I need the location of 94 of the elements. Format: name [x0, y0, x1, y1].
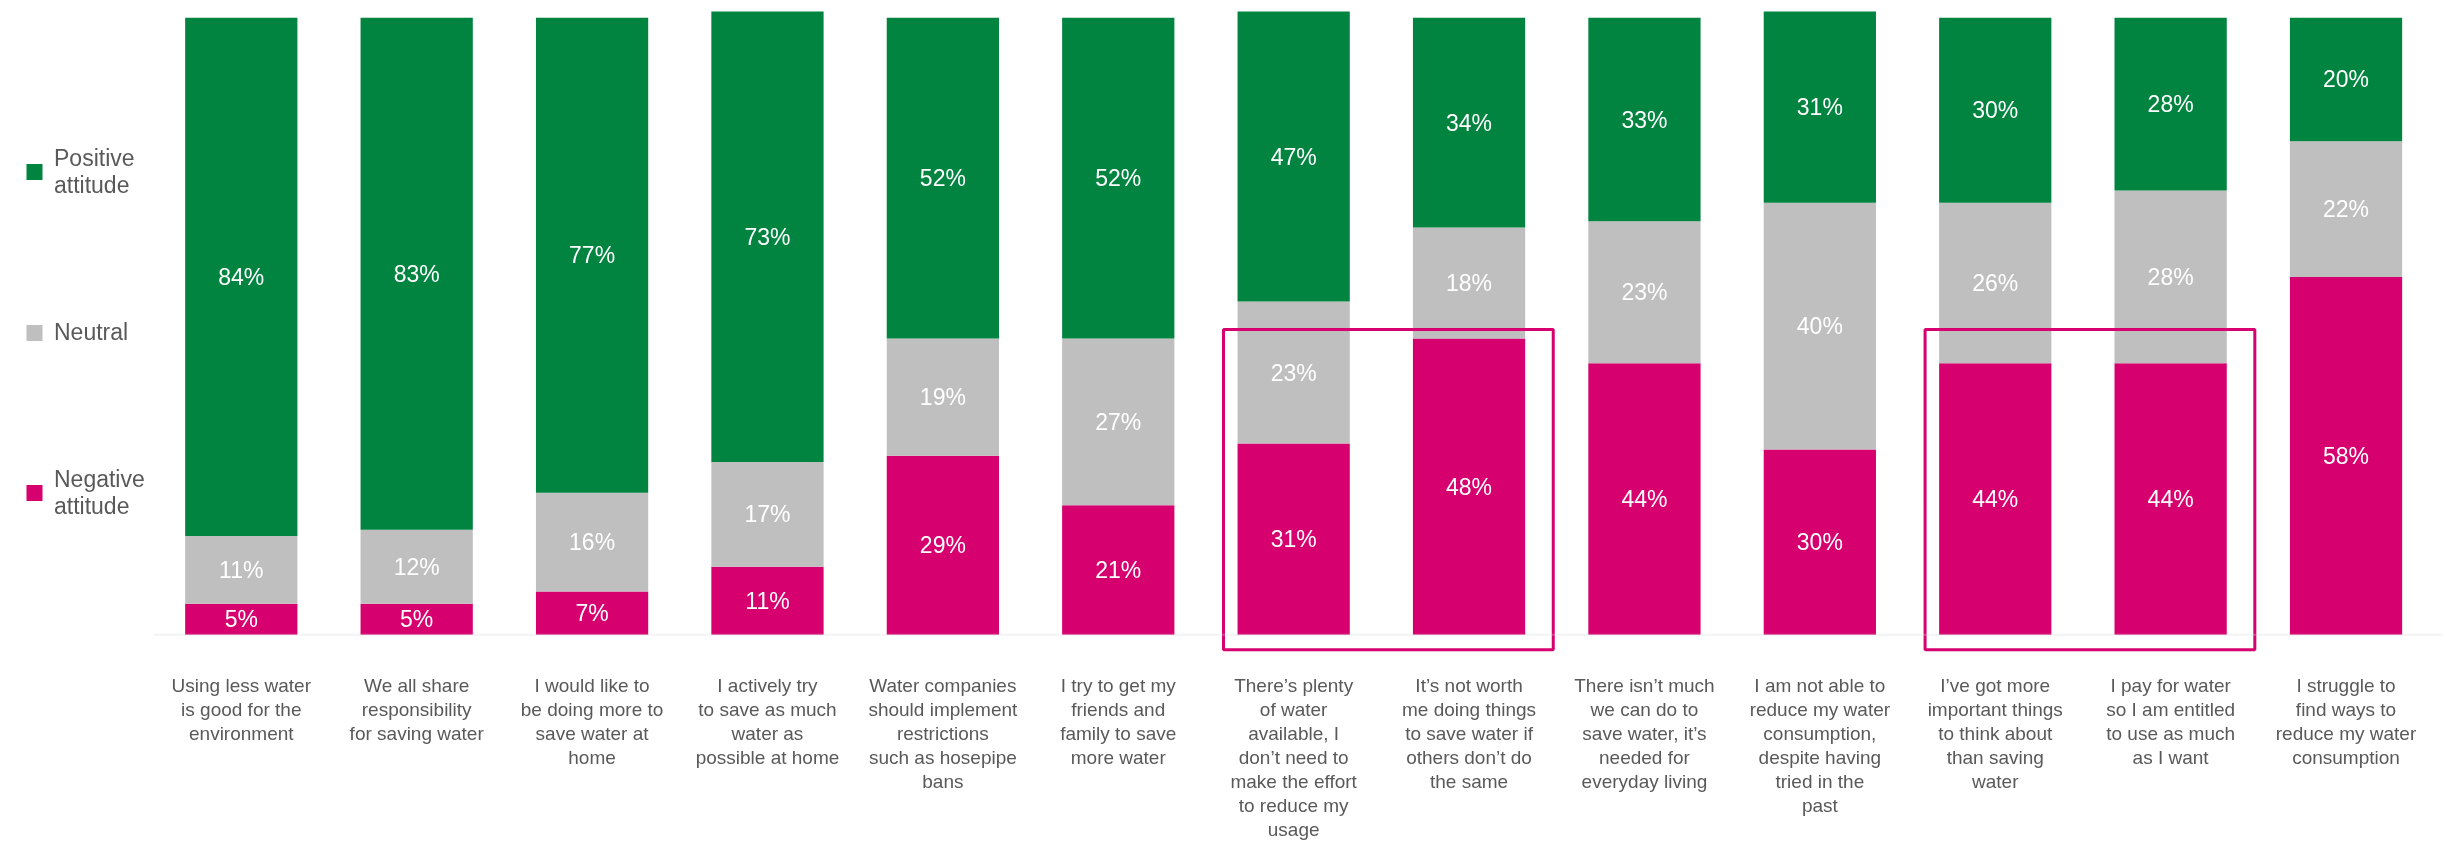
- x-tick-label: I am not able to reduce my water consumption, despite having tried in the past: [1749, 674, 1891, 817]
- bar: [1062, 505, 1175, 635]
- data-label: 30%: [1796, 529, 1843, 556]
- data-label: 47%: [1270, 143, 1317, 170]
- data-label: 27%: [1095, 408, 1142, 435]
- bar: [2114, 190, 2227, 364]
- data-label: 5%: [224, 606, 258, 633]
- bar: [1237, 301, 1350, 444]
- data-label: 20%: [2323, 66, 2370, 93]
- x-tick-label: I’ve got more important things to think about than saving water: [1927, 674, 2063, 793]
- data-label: 44%: [1972, 485, 2019, 512]
- data-label: 17%: [744, 501, 791, 528]
- data-label: 44%: [2147, 485, 2194, 512]
- bar: [2289, 276, 2403, 635]
- data-label: 18%: [1446, 270, 1493, 297]
- x-tick-label: There isn’t much we can do to save water, it’s needed for everyday living: [1574, 674, 1715, 793]
- data-label: 33%: [1621, 106, 1668, 133]
- bar: [1237, 11, 1350, 302]
- x-tick-label: We all share responsibility for saving water: [349, 674, 485, 744]
- bar: [1412, 17, 1526, 228]
- data-label: 83%: [393, 260, 440, 287]
- bar: [1237, 443, 1350, 635]
- data-label: 11%: [745, 587, 790, 614]
- legend-label: Neutral: [54, 318, 129, 346]
- bar: [1939, 17, 2052, 203]
- legend-label: Positive attitude: [54, 144, 135, 199]
- x-tick-label: Using less water is good for the environment: [171, 674, 312, 744]
- bar: [185, 535, 298, 604]
- data-label: 7%: [575, 600, 609, 627]
- bar: [1763, 202, 1876, 450]
- data-label: 16%: [569, 529, 616, 556]
- x-tick-label: It’s not worth me doing things to save water if others don’t do the same: [1401, 674, 1537, 793]
- bar: [711, 11, 824, 462]
- x-tick-label: There’s plenty of water available, I don’t need to make the effort to reduce my usage: [1230, 674, 1358, 841]
- data-label: 58%: [2323, 442, 2370, 469]
- bar: [711, 461, 824, 567]
- data-label: 5%: [400, 606, 434, 633]
- bar: [360, 529, 473, 604]
- data-label: 73%: [744, 223, 791, 250]
- data-label: 23%: [1621, 279, 1668, 306]
- bar: [2289, 141, 2403, 277]
- data-label: 28%: [2147, 263, 2194, 290]
- x-tick-label: I try to get my friends and family to save more water: [1060, 674, 1177, 768]
- bar: [185, 603, 298, 635]
- bar: [1939, 202, 2052, 364]
- data-label: 28%: [2147, 91, 2194, 118]
- legend-label: Negative attitude: [54, 465, 145, 520]
- data-label: 31%: [1796, 94, 1843, 121]
- data-label: 21%: [1095, 556, 1142, 583]
- bar: [886, 338, 999, 456]
- bar: [535, 17, 649, 493]
- data-label: 29%: [919, 532, 966, 559]
- bar: [1939, 363, 2052, 635]
- x-tick-label: I actively try to save as much water as possible at home: [695, 674, 840, 768]
- data-label: 31%: [1270, 526, 1317, 553]
- bar: [360, 603, 473, 635]
- data-label: 34%: [1446, 109, 1493, 136]
- bar: [360, 17, 473, 530]
- data-label: 19%: [919, 384, 966, 411]
- data-label: 23%: [1270, 359, 1317, 386]
- bar: [711, 566, 824, 635]
- x-tick-label: I would like to be doing more to save water at home: [520, 674, 664, 768]
- data-label: 52%: [1095, 165, 1142, 192]
- bar: [886, 17, 999, 339]
- data-label: 11%: [219, 556, 264, 583]
- x-tick-label: Water companies should implement restrictions such as hosepipe bans: [868, 674, 1019, 793]
- bar: [1062, 338, 1175, 506]
- bar: [1412, 227, 1526, 339]
- bar: [1062, 17, 1175, 339]
- bar: [535, 492, 649, 592]
- x-tick-label: I pay for water so I am entitled to use as much as I want: [2106, 674, 2236, 768]
- data-label: 30%: [1972, 97, 2019, 124]
- bar: [1763, 449, 1876, 635]
- data-label: 40%: [1796, 313, 1843, 340]
- bar: [535, 591, 649, 635]
- data-label: 22%: [2323, 196, 2370, 223]
- data-label: 48%: [1446, 473, 1493, 500]
- bar: [1763, 11, 1876, 203]
- data-label: 84%: [218, 263, 265, 290]
- bar: [1588, 363, 1701, 635]
- bar: [2114, 17, 2227, 191]
- x-tick-label: I struggle to find ways to reduce my water consumption: [2275, 674, 2417, 768]
- bar: [1588, 221, 1701, 364]
- data-label: 77%: [569, 242, 616, 269]
- bar: [1412, 338, 1526, 635]
- data-label: 52%: [919, 165, 966, 192]
- data-label: 44%: [1621, 485, 1668, 512]
- bar: [1588, 17, 1701, 222]
- data-label: 12%: [393, 553, 440, 580]
- data-label: 26%: [1972, 270, 2019, 297]
- bar: [185, 17, 298, 536]
- bar: [2114, 363, 2227, 635]
- bar: [2289, 17, 2403, 142]
- bar: [886, 455, 999, 635]
